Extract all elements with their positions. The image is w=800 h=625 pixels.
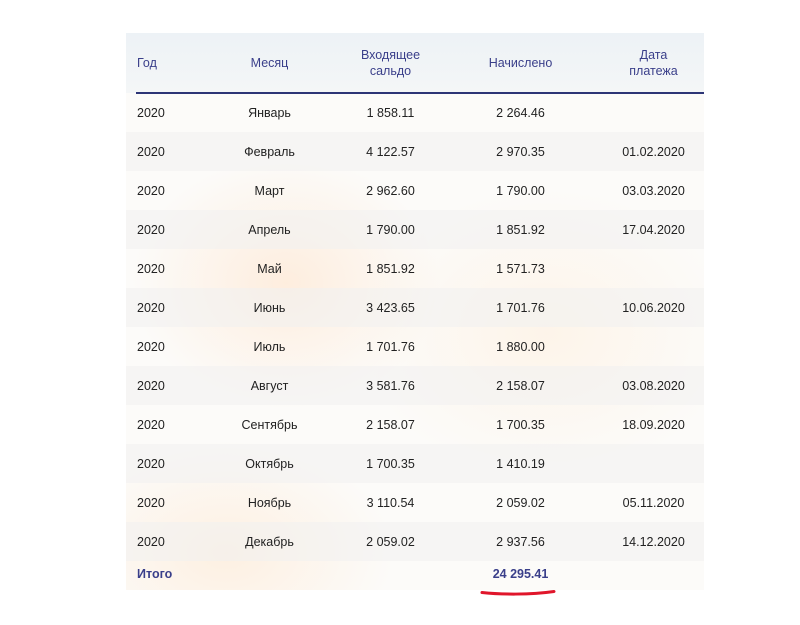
cell-year: 2020 xyxy=(137,300,165,315)
table-row: 2020 Сентябрь 2 158.07 1 700.35 18.09.2020 xyxy=(126,405,704,444)
cell-incoming-balance: 2 059.02 xyxy=(366,534,415,549)
header-month[interactable]: Месяц xyxy=(250,56,289,70)
cell-accrued: 2 970.35 xyxy=(496,144,545,159)
header-incoming-balance[interactable]: Входящее сальдо xyxy=(326,33,455,93)
cell-payment-date: 03.08.2020 xyxy=(622,378,685,393)
payments-table: Год Месяц Входящее сальдо Начислено Дата… xyxy=(126,33,704,590)
table-row: 2020 Февраль 4 122.57 2 970.35 01.02.2020 xyxy=(126,132,704,171)
cell-year: 2020 xyxy=(137,495,165,510)
cell-year: 2020 xyxy=(137,144,165,159)
cell-payment-date xyxy=(588,327,719,366)
cell-payment-date: 10.06.2020 xyxy=(622,300,685,315)
table-row: 2020 Апрель 1 790.00 1 851.92 17.04.2020 xyxy=(126,210,704,249)
cell-incoming-balance: 3 110.54 xyxy=(366,495,415,510)
cell-year: 2020 xyxy=(137,339,165,354)
total-label: Итого xyxy=(137,567,173,581)
cell-payment-date xyxy=(588,249,719,288)
cell-incoming-balance: 1 700.35 xyxy=(366,456,415,471)
highlight-underline xyxy=(480,590,556,596)
cell-month: Июнь xyxy=(253,300,286,315)
cell-year: 2020 xyxy=(137,378,165,393)
cell-accrued: 1 571.73 xyxy=(496,261,545,276)
cell-month: Октябрь xyxy=(245,456,294,471)
cell-year: 2020 xyxy=(137,261,165,276)
header-incoming-line1: Входящее xyxy=(360,48,421,62)
cell-year: 2020 xyxy=(137,183,165,198)
table-row: 2020 Март 2 962.60 1 790.00 03.03.2020 xyxy=(126,171,704,210)
cell-incoming-balance: 1 851.92 xyxy=(366,261,415,276)
cell-month: Январь xyxy=(248,105,291,120)
cell-incoming-balance: 1 790.00 xyxy=(366,222,415,237)
table-row: 2020 Январь 1 858.11 2 264.46 xyxy=(126,93,704,132)
cell-year: 2020 xyxy=(137,105,165,120)
header-payment-line1: Дата xyxy=(639,48,668,62)
cell-payment-date xyxy=(588,444,719,483)
cell-payment-date: 17.04.2020 xyxy=(622,222,685,237)
cell-payment-date: 01.02.2020 xyxy=(622,144,685,159)
cell-payment-date: 03.03.2020 xyxy=(622,183,685,198)
table-row: 2020 Август 3 581.76 2 158.07 03.08.2020 xyxy=(126,366,704,405)
cell-accrued: 2 264.46 xyxy=(496,105,545,120)
cell-incoming-balance: 3 423.65 xyxy=(366,300,415,315)
cell-month: Август xyxy=(250,378,289,393)
cell-incoming-balance: 1 858.11 xyxy=(366,105,415,120)
table-row: 2020 Декабрь 2 059.02 2 937.56 14.12.2020 xyxy=(126,522,704,561)
cell-month: Май xyxy=(257,261,282,276)
cell-incoming-balance: 2 962.60 xyxy=(366,183,415,198)
total-row: Итого 24 295.41 xyxy=(126,561,704,590)
cell-incoming-balance: 3 581.76 xyxy=(366,378,415,393)
header-year[interactable]: Год xyxy=(137,56,157,70)
cell-year: 2020 xyxy=(137,456,165,471)
cell-month: Сентябрь xyxy=(241,417,298,432)
cell-year: 2020 xyxy=(137,222,165,237)
cell-month: Ноябрь xyxy=(247,495,292,510)
cell-accrued: 1 790.00 xyxy=(496,183,545,198)
cell-payment-date: 14.12.2020 xyxy=(622,534,685,549)
cell-accrued: 1 410.19 xyxy=(496,456,545,471)
total-value: 24 295.41 xyxy=(492,567,549,581)
cell-month: Апрель xyxy=(248,222,291,237)
cell-month: Февраль xyxy=(244,144,295,159)
header-accrued[interactable]: Начислено xyxy=(488,56,553,70)
cell-payment-date: 18.09.2020 xyxy=(622,417,685,432)
cell-payment-date: 05.11.2020 xyxy=(622,495,685,510)
cell-payment-date xyxy=(588,93,719,132)
table-row: 2020 Ноябрь 3 110.54 2 059.02 05.11.2020 xyxy=(126,483,704,522)
header-divider xyxy=(136,92,704,94)
table-row: 2020 Октябрь 1 700.35 1 410.19 xyxy=(126,444,704,483)
cell-month: Март xyxy=(254,183,285,198)
cell-month: Декабрь xyxy=(245,534,294,549)
cell-accrued: 1 880.00 xyxy=(496,339,545,354)
cell-incoming-balance: 1 701.76 xyxy=(366,339,415,354)
header-incoming-line2: сальдо xyxy=(369,64,412,78)
cell-year: 2020 xyxy=(137,534,165,549)
cell-accrued: 2 158.07 xyxy=(496,378,545,393)
table-row: 2020 Май 1 851.92 1 571.73 xyxy=(126,249,704,288)
cell-year: 2020 xyxy=(137,417,165,432)
cell-incoming-balance: 2 158.07 xyxy=(366,417,415,432)
header-payment-line2: платежа xyxy=(629,64,678,78)
cell-incoming-balance: 4 122.57 xyxy=(366,144,415,159)
cell-accrued: 2 937.56 xyxy=(496,534,545,549)
header-payment-date[interactable]: Дата платежа xyxy=(588,33,719,93)
cell-accrued: 1 701.76 xyxy=(496,300,545,315)
table-row: 2020 Июль 1 701.76 1 880.00 xyxy=(126,327,704,366)
table-row: 2020 Июнь 3 423.65 1 701.76 10.06.2020 xyxy=(126,288,704,327)
cell-accrued: 1 700.35 xyxy=(496,417,545,432)
table-header: Год Месяц Входящее сальдо Начислено Дата… xyxy=(126,33,704,94)
cell-accrued: 1 851.92 xyxy=(496,222,545,237)
cell-accrued: 2 059.02 xyxy=(496,495,545,510)
cell-month: Июль xyxy=(253,339,286,354)
